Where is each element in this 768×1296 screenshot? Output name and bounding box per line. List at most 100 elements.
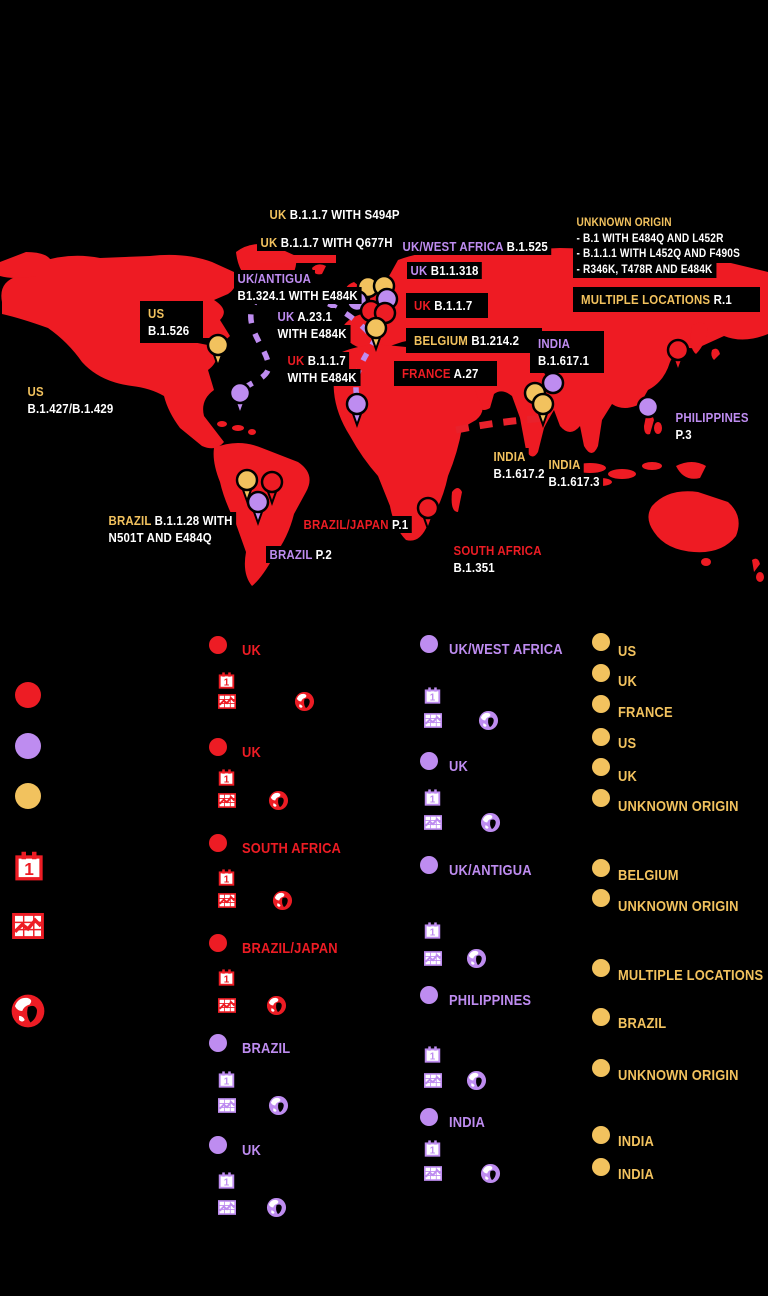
map-pin-red <box>260 470 284 506</box>
variant-entry-chart <box>218 893 236 908</box>
variant-entry-label: BELGIUM <box>618 867 679 884</box>
globe-icon <box>268 790 289 811</box>
globe-icon <box>478 710 499 731</box>
chart-icon <box>218 1098 236 1113</box>
variant-entry-chart <box>218 1098 236 1113</box>
variant-entry-label: INDIA <box>618 1133 654 1150</box>
map-pin-yellow <box>235 468 259 504</box>
variant-entry-dot <box>592 758 610 776</box>
map-label-text: UNKNOWN ORIGIN <box>576 217 672 229</box>
map-pin-purple <box>345 392 369 428</box>
legend-dot <box>592 728 610 746</box>
variant-entry-label: MULTIPLE LOCATIONS <box>618 967 764 984</box>
calendar-icon: 1 <box>218 672 235 689</box>
chart-icon <box>218 793 236 808</box>
calendar-icon: 1 <box>424 1140 441 1157</box>
variant-entry-label: BRAZIL <box>242 1040 291 1057</box>
map-label-text: INDIA <box>538 336 571 351</box>
globe-icon <box>266 1197 287 1218</box>
variant-entry-label: UNKNOWN ORIGIN <box>618 1067 739 1084</box>
legend-dot <box>420 856 438 874</box>
map-label-text: B.1.1.7 <box>434 298 473 313</box>
map-pin-yellow <box>364 316 388 352</box>
map-label-text: MULTIPLE LOCATIONS <box>581 292 714 307</box>
map-label-text: A.27 <box>453 366 479 381</box>
variant-entry-globe <box>268 790 289 811</box>
map-label-text: FRANCE <box>402 366 454 381</box>
variant-entry-label: UK <box>618 673 637 690</box>
calendar-icon: 1 <box>218 1071 235 1088</box>
variant-entry-label: US <box>618 735 637 752</box>
variant-entry-globe <box>466 1070 487 1091</box>
map-label-brazil-p2: BRAZIL P.2 <box>266 546 345 563</box>
legend-dot <box>592 664 610 682</box>
map-label-text: UK <box>414 298 435 313</box>
map-label-india-b16173: INDIA B.1.617.3 <box>545 456 611 490</box>
legend-dot <box>592 959 610 977</box>
variant-entry-dot <box>420 635 438 653</box>
svg-text:1: 1 <box>224 975 230 986</box>
globe-icon <box>466 948 487 969</box>
map-label-philippines: PHILIPPINES P.3 <box>672 409 763 443</box>
legend-dot <box>592 1158 610 1176</box>
variant-entry-label: SOUTH AFRICA <box>242 840 342 857</box>
variant-entry-globe <box>480 812 501 833</box>
legend-key-calendar: 1 <box>14 851 44 881</box>
legend-dot <box>592 758 610 776</box>
chart-icon <box>424 951 442 966</box>
variant-entry-chart <box>424 713 442 728</box>
calendar-icon: 1 <box>424 687 441 704</box>
svg-text:1: 1 <box>24 859 34 879</box>
map-label-text: P.3 <box>675 427 692 442</box>
map-label-text: BRAZIL <box>108 513 155 528</box>
legend-dot <box>592 1126 610 1144</box>
legend-dot <box>592 859 610 877</box>
map-label-text: A.23.1 <box>297 309 333 324</box>
calendar-icon: 1 <box>424 789 441 806</box>
legend-dot <box>592 1008 610 1026</box>
legend-dot <box>592 695 610 713</box>
map-label-south-africa: SOUTH AFRICA B.1.351 <box>450 542 558 576</box>
variant-entry-globe <box>480 1163 501 1184</box>
legend-dot <box>420 635 438 653</box>
svg-text:1: 1 <box>430 1146 436 1157</box>
map-label-text: UK <box>287 353 308 368</box>
map-label-text: B.1.1.7 <box>307 353 346 368</box>
map-label-multiple-locations: MULTIPLE LOCATIONS R.1 <box>573 287 761 312</box>
globe-icon <box>268 1095 289 1116</box>
svg-text:1: 1 <box>224 875 230 886</box>
map-label-uk-b11318: UK B1.1.318 <box>407 262 492 279</box>
variant-entry-globe <box>294 691 315 712</box>
variant-entry-label: UNKNOWN ORIGIN <box>618 898 739 915</box>
variant-entry-globe <box>272 890 293 911</box>
map-label-text: B1.324.1 WITH E484K <box>237 288 358 303</box>
calendar-icon: 1 <box>424 922 441 939</box>
variant-entry-label: US <box>618 643 637 660</box>
variant-entry-label: BRAZIL/JAPAN <box>242 940 338 957</box>
variant-entry-calendar: 1 <box>218 1172 235 1189</box>
variant-entry-calendar: 1 <box>424 1046 441 1063</box>
map-label-uk-b117: UK B.1.1.7 <box>406 293 489 318</box>
map-label-text: - B.1.1.1 WITH L452Q AND F490S <box>576 248 741 260</box>
map-label-text: UK/ANTIGUA <box>237 271 312 286</box>
globe-icon <box>480 1163 501 1184</box>
map-label-text: WITH E484K <box>287 370 357 385</box>
map-label-uk-s494p: UK B.1.1.7 WITH S494P <box>266 206 422 223</box>
variant-entry-label: UK <box>618 768 637 785</box>
variant-entry-dot <box>592 1059 610 1077</box>
variant-entry-chart <box>424 1073 442 1088</box>
map-label-text: B.1.617.2 <box>493 466 545 481</box>
svg-text:1: 1 <box>224 775 230 786</box>
map-label-text: PHILIPPINES <box>675 410 749 425</box>
map-label-belgium: BELGIUM B1.214.2 <box>406 328 542 353</box>
map-pin-purple <box>636 395 660 419</box>
variant-entry-dot <box>592 859 610 877</box>
variant-entry-dot <box>592 789 610 807</box>
variant-entry-dot <box>592 1126 610 1144</box>
variant-entry-dot <box>592 695 610 713</box>
map-labels-layer: UK B.1.1.7 WITH S494P UK B.1.1.7 WITH Q67… <box>0 0 768 620</box>
map-label-text: US <box>27 384 44 399</box>
map-label-text: B.1.1.28 WITH <box>154 513 233 528</box>
